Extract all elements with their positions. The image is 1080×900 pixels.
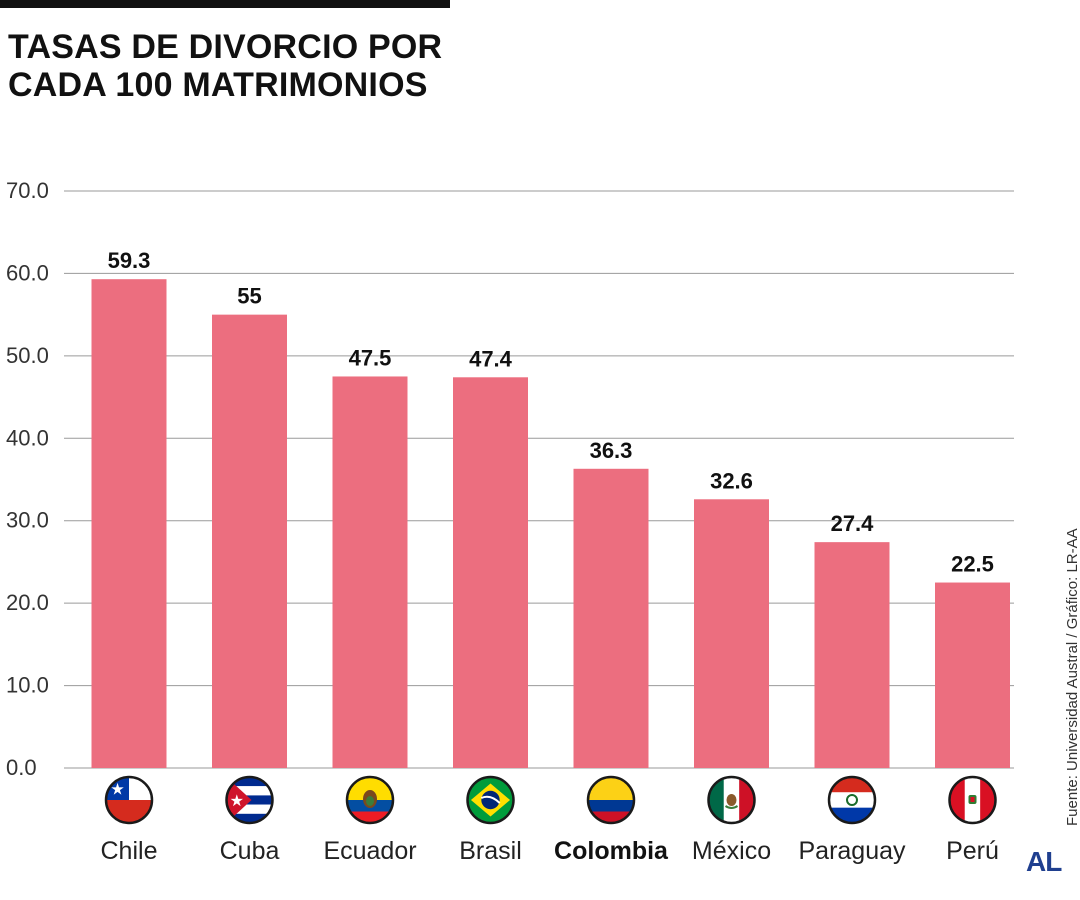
y-tick-label: 70.0 (6, 178, 49, 203)
value-label: 22.5 (951, 552, 994, 577)
flag-ring (225, 775, 274, 825)
bars (91, 279, 1010, 768)
flag-ring (466, 775, 515, 825)
svg-text:★: ★ (230, 793, 244, 810)
y-tick-label: 50.0 (6, 343, 49, 368)
value-labels: 59.3 55 47.5 47.4 36.3 32.6 27.4 22.5 (108, 248, 994, 576)
bar-cuba (212, 314, 287, 768)
x-category-label: Colombia (554, 837, 669, 865)
value-label: 47.4 (469, 346, 513, 371)
flag-ring (948, 775, 997, 825)
flag-ring (827, 775, 877, 825)
flag-icons: ★★ (104, 775, 997, 825)
peru-flag-icon (949, 777, 996, 823)
bar-paraguay (814, 542, 890, 768)
value-label: 36.3 (590, 438, 633, 463)
y-tick-label: 0.0 (6, 755, 37, 780)
svg-text:★: ★ (110, 782, 124, 799)
bar-perú (935, 582, 1010, 768)
value-label: 32.6 (710, 468, 753, 493)
bar-brasil (453, 377, 528, 768)
chile-flag-icon: ★ (106, 777, 152, 823)
bar-chile (91, 279, 167, 768)
bar-méxico (694, 499, 769, 768)
brazil-flag-icon (467, 777, 514, 823)
x-category-label: México (692, 837, 771, 865)
flag-ring (345, 775, 395, 825)
source-credit: Fuente: Universidad Austral / Gráfico: L… (1064, 528, 1080, 826)
x-category-label: Brasil (459, 837, 522, 865)
y-tick-label: 10.0 (6, 673, 49, 698)
y-tick-label: 30.0 (6, 508, 49, 533)
y-tick-label: 20.0 (6, 590, 49, 615)
cuba-flag-icon: ★ (226, 777, 273, 823)
chart-title-line-1: TASAS DE DIVORCIO POR (8, 28, 443, 66)
flag-ring (104, 775, 154, 825)
value-label: 55 (237, 284, 261, 309)
y-tick-label: 40.0 (6, 425, 49, 450)
x-category-label: Cuba (220, 837, 280, 865)
chart-title-line-2: CADA 100 MATRIMONIOS (8, 66, 428, 104)
chart-title: TASAS DE DIVORCIO POR CADA 100 MATRIMONI… (8, 28, 528, 104)
value-label: 47.5 (349, 345, 392, 370)
x-category-label: Paraguay (798, 837, 906, 865)
x-category-label: Perú (946, 837, 999, 865)
ecuador-flag-icon (347, 777, 393, 823)
value-label: 59.3 (108, 248, 151, 273)
brand-logo: AL (1026, 846, 1062, 877)
x-category-label: Chile (101, 837, 158, 865)
colombia-flag-icon (588, 777, 634, 823)
x-category-label: Ecuador (323, 837, 416, 865)
bar-ecuador (332, 376, 408, 768)
bar-colombia (573, 468, 649, 768)
top-rule (0, 0, 450, 8)
flag-ring (586, 775, 636, 825)
category-labels: Chile Cuba Ecuador Brasil Colombia México Para… (101, 837, 999, 865)
y-tick-label: 60.0 (6, 260, 49, 285)
flag-ring (707, 775, 756, 825)
value-label: 27.4 (831, 511, 875, 536)
